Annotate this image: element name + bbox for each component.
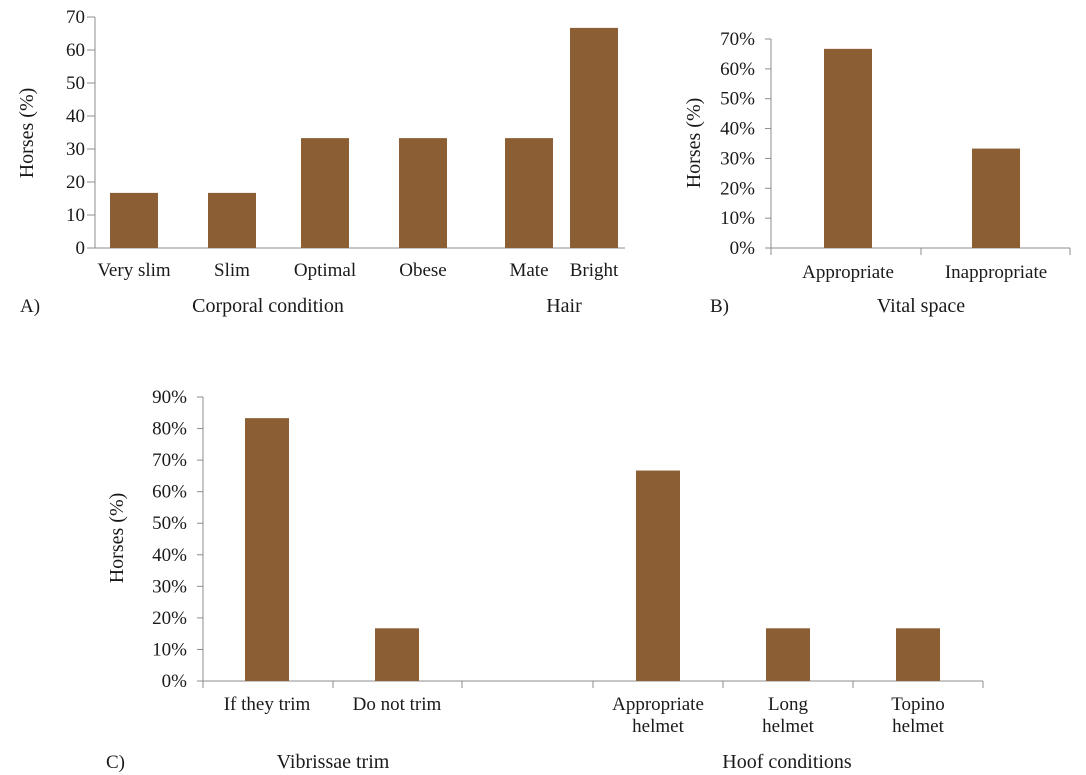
y-tick-label-b: 40%: [720, 119, 755, 140]
x-tick-label-b: Appropriate: [802, 262, 894, 283]
bar-b: [824, 48, 872, 248]
panel-label-a: A): [20, 296, 40, 317]
y-tick-label-a: 0: [76, 238, 86, 259]
group-label-hoof-conditions: Hoof conditions: [722, 751, 852, 773]
bar-b: [972, 148, 1020, 248]
bar-a: [110, 192, 158, 248]
group-label-vital-space: Vital space: [877, 295, 965, 317]
y-tick-label-c: 0%: [162, 671, 188, 692]
x-tick-label-c: helmet: [762, 716, 814, 737]
bar-a: [208, 192, 256, 248]
x-tick-label-a: Optimal: [294, 260, 356, 281]
y-tick-label-a: 10: [66, 205, 85, 226]
y-tick-label-a: 70: [66, 7, 85, 28]
y-tick-label-b: 60%: [720, 59, 755, 80]
x-tick-label-c: helmet: [892, 716, 944, 737]
panel-label-c: C): [106, 752, 125, 773]
bar-c: [245, 418, 289, 681]
x-tick-label-c: Appropriate: [612, 694, 704, 715]
y-tick-label-c: 50%: [152, 513, 187, 534]
x-tick-label-a: Very slim: [97, 260, 171, 281]
x-tick-label-a: Bright: [570, 260, 619, 281]
x-tick-label-a: Obese: [399, 260, 446, 281]
y-tick-label-c: 40%: [152, 545, 187, 566]
chart-b: B) Horses (%) Vital space 0% 10% 20% 30% 40%…: [683, 29, 1071, 317]
y-axis-title-a: Horses (%): [16, 88, 38, 179]
bar-c: [636, 470, 680, 681]
y-tick-label-c: 20%: [152, 608, 187, 629]
x-tick-label-c: Long: [768, 694, 809, 715]
y-tick-label-a: 40: [66, 106, 85, 127]
plot-area-b: 0% 10% 20% 30% 40% 50% 60% 70% Appropriate Inappr…: [720, 29, 1071, 283]
group-label-vibrissae-trim: Vibrissae trim: [277, 751, 390, 773]
y-tick-label-b: 0%: [730, 238, 756, 259]
y-tick-label-b: 70%: [720, 29, 755, 50]
x-tick-label-a: Slim: [214, 260, 250, 281]
y-tick-label-b: 30%: [720, 148, 755, 169]
x-tick-label-a: Mate: [509, 260, 548, 281]
group-label-corporal-condition: Corporal condition: [192, 295, 344, 317]
y-tick-label-c: 70%: [152, 450, 187, 471]
bar-a: [399, 138, 447, 248]
x-tick-label-b: Inappropriate: [945, 262, 1047, 283]
plot-area-a: 0 10 20 30 40 50 60 70 Very slim Slim Optimal Obese…: [66, 7, 625, 281]
plot-area-c: 0% 10% 20% 30% 40% 50% 60% 70% 80% 90% If they tri…: [152, 387, 984, 737]
bar-a: [505, 138, 553, 248]
y-axis-title-c: Horses (%): [106, 493, 128, 584]
y-tick-label-c: 10%: [152, 639, 187, 660]
y-tick-label-c: 80%: [152, 419, 187, 440]
x-tick-label-c: Do not trim: [353, 694, 442, 715]
y-tick-label-c: 90%: [152, 387, 187, 408]
y-tick-label-c: 30%: [152, 576, 187, 597]
chart-a: A) Horses (%) Corporal condition Hair 0 1…: [16, 7, 625, 317]
y-tick-label-c: 60%: [152, 482, 187, 503]
bar-c: [375, 628, 419, 681]
bar-a: [570, 27, 618, 248]
chart-c: C) Horses (%) Vibrissae trim Hoof condit…: [106, 387, 984, 773]
y-axis-title-b: Horses (%): [683, 98, 705, 189]
y-tick-label-a: 50: [66, 73, 85, 94]
x-tick-label-c: Topino: [891, 694, 945, 715]
y-tick-label-a: 60: [66, 40, 85, 61]
y-tick-label-a: 30: [66, 139, 85, 160]
y-tick-label-b: 20%: [720, 178, 755, 199]
y-tick-label-b: 10%: [720, 208, 755, 229]
panel-label-b: B): [710, 296, 729, 317]
x-tick-label-c: helmet: [632, 716, 684, 737]
bar-c: [766, 628, 810, 681]
y-tick-label-b: 50%: [720, 89, 755, 110]
bar-c: [896, 628, 940, 681]
y-tick-label-a: 20: [66, 172, 85, 193]
bar-a: [301, 138, 349, 248]
x-tick-label-c: If they trim: [224, 694, 311, 715]
group-label-hair: Hair: [546, 295, 582, 317]
